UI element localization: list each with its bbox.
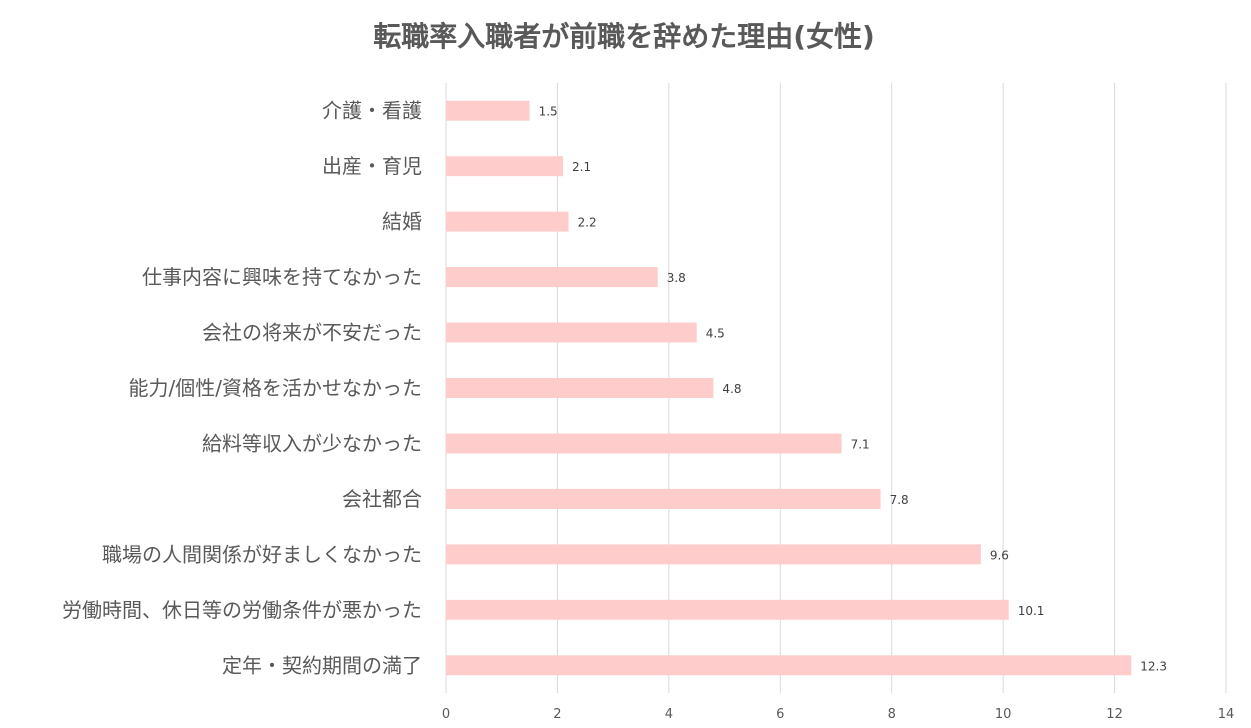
category-label: 職場の人間関係が好ましくなかった [102, 542, 422, 566]
category-label: 能力/個性/資格を活かせなかった [129, 376, 422, 400]
category-labels: 介護・看護出産・育児結婚仕事内容に興味を持てなかった会社の将来が不安だった能力/… [62, 99, 422, 678]
x-tick-label: 0 [442, 707, 450, 722]
bar [446, 378, 714, 398]
category-label: 給料等収入が少なかった [202, 431, 422, 455]
data-label: 1.5 [539, 105, 558, 119]
data-label: 7.8 [890, 493, 909, 507]
x-tick-label: 4 [665, 707, 673, 722]
x-tick-label: 8 [888, 707, 896, 722]
x-tick-label: 6 [776, 707, 784, 722]
data-label: 7.1 [851, 437, 870, 451]
x-tick-label: 10 [995, 707, 1012, 722]
chart-title: 転職率入職者が前職を辞めた理由(女性) [373, 20, 875, 53]
data-label: 4.8 [722, 382, 741, 396]
bar [446, 433, 842, 454]
x-tick-label: 12 [1106, 707, 1123, 722]
data-label: 9.6 [990, 548, 1009, 562]
bar [446, 156, 563, 177]
bars [446, 100, 1132, 676]
category-label: 会社都合 [342, 487, 422, 511]
category-label: 労働時間、休日等の労働条件が悪かった [62, 598, 422, 622]
bar [446, 599, 1009, 620]
data-label: 4.5 [706, 327, 725, 341]
bar [446, 655, 1132, 676]
data-label: 2.2 [578, 216, 597, 230]
x-tick-label: 14 [1218, 707, 1235, 722]
bar [446, 322, 697, 343]
bar [446, 100, 530, 121]
bar [446, 544, 981, 565]
category-label: 定年・契約期間の満了 [222, 653, 422, 677]
category-label: 結婚 [382, 210, 422, 234]
x-tick-label: 2 [553, 707, 561, 722]
x-axis-tick-labels: 0 2 4 6 8 10 12 14 [442, 707, 1234, 722]
data-label: 12.3 [1140, 659, 1167, 673]
category-label: 仕事内容に興味を持てなかった [142, 265, 422, 289]
bar [446, 211, 569, 232]
category-label: 出産・育児 [322, 154, 422, 178]
category-label: 会社の将来が不安だった [202, 321, 422, 345]
data-label: 2.1 [572, 160, 591, 174]
category-label: 介護・看護 [322, 99, 422, 123]
bar [446, 267, 658, 288]
bar [446, 488, 881, 509]
data-label: 3.8 [667, 271, 686, 285]
data-label: 10.1 [1018, 604, 1045, 618]
data-labels: 1.5 2.1 2.2 3.8 4.5 4.8 7.1 7.8 9.6 10.1 12.3 [539, 105, 1167, 674]
